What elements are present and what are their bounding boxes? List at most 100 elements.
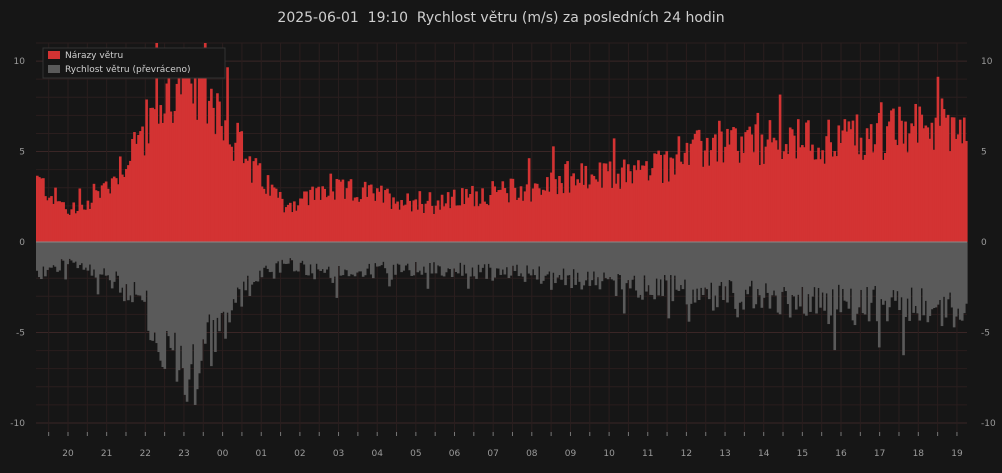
gust-bar [365,196,369,243]
x-tick-label: 22 [140,449,151,459]
speed-bar [637,242,640,298]
speed-bar [750,242,754,281]
gust-bar [175,83,179,243]
speed-bar [556,242,559,278]
speed-bar [250,242,254,285]
speed-bar [48,242,51,268]
speed-bar [932,242,936,309]
legend-swatch-gust [48,51,60,59]
speed-bar [351,242,355,275]
speed-bar [118,242,122,293]
gust-bar [859,137,863,243]
gust-bar [410,211,414,243]
speed-bar [137,242,140,296]
gust-bar [252,161,256,243]
gust-bar [736,150,739,243]
speed-bar [703,242,707,288]
speed-bar [236,242,239,288]
gust-bar [351,200,355,243]
gust-bar [131,139,134,243]
gust-bar [521,200,525,243]
speed-bar [193,242,197,405]
speed-bar [442,242,446,277]
gust-bar [373,200,377,243]
gust-bar [886,126,889,243]
speed-bar [390,242,393,280]
gust-bar [84,209,88,243]
x-tick-label: 19 [951,449,963,459]
gust-bar [203,43,207,243]
speed-bar [420,242,424,275]
gust-bar [378,191,381,243]
speed-bar [139,242,142,296]
speed-bar [104,242,108,276]
speed-bar [167,242,171,337]
speed-bar [663,242,667,276]
speed-bar [531,242,535,270]
gust-bar [276,197,280,243]
speed-bar [736,242,739,318]
gust-bar [173,111,177,243]
gust-bar [535,183,539,243]
gust-bar [685,142,689,243]
x-tick-label: 16 [835,449,847,459]
gust-bar [673,174,677,243]
speed-bar [505,242,509,268]
speed-bar [114,242,118,272]
speed-bar [525,242,529,266]
speed-bar [746,242,750,295]
gust-bar [165,83,169,243]
speed-bar [964,242,968,304]
gust-bar [218,101,221,243]
speed-bar [877,242,881,348]
gust-bar [129,160,132,243]
speed-bar [361,242,365,277]
gust-bar [778,94,782,243]
gust-bar [730,130,733,243]
gust-bar [303,191,306,243]
gust-bar [471,185,474,243]
speed-bar [179,242,183,346]
speed-bar [72,242,76,263]
gust-bar [580,163,584,243]
gust-bar [501,181,505,243]
gust-bar [892,108,895,243]
gust-bar [950,117,954,243]
gust-bar [475,191,478,243]
gust-bar [900,120,903,243]
speed-bar [280,242,284,260]
gust-bar [345,188,349,243]
speed-bar [489,242,492,268]
speed-bar [189,242,193,365]
gust-bar [293,201,296,243]
gust-bar [831,156,835,243]
speed-bar [367,242,371,264]
gust-bar [948,151,952,243]
gust-bar [796,119,800,243]
speed-bar [616,242,620,275]
gust-bar [266,175,270,243]
speed-bar [916,242,920,314]
gust-bar [240,131,244,243]
speed-bar [232,242,235,300]
speed-bar [94,242,98,278]
speed-bar [161,242,165,368]
gust-bar [590,174,594,243]
gust-bar [964,140,968,243]
gust-bar [788,127,792,243]
speed-bar [469,242,472,277]
gust-bar [746,130,750,243]
speed-bar [143,242,146,302]
gust-bar [890,110,893,243]
gust-bar [740,136,743,243]
speed-bar [578,242,582,282]
gust-bar [96,191,100,243]
gust-bar [321,186,324,243]
speed-bar [875,242,879,322]
gust-bar [566,161,569,243]
speed-bar [774,242,778,296]
speed-bar [548,242,551,272]
gust-bar [145,99,148,243]
speed-bar [240,242,244,307]
